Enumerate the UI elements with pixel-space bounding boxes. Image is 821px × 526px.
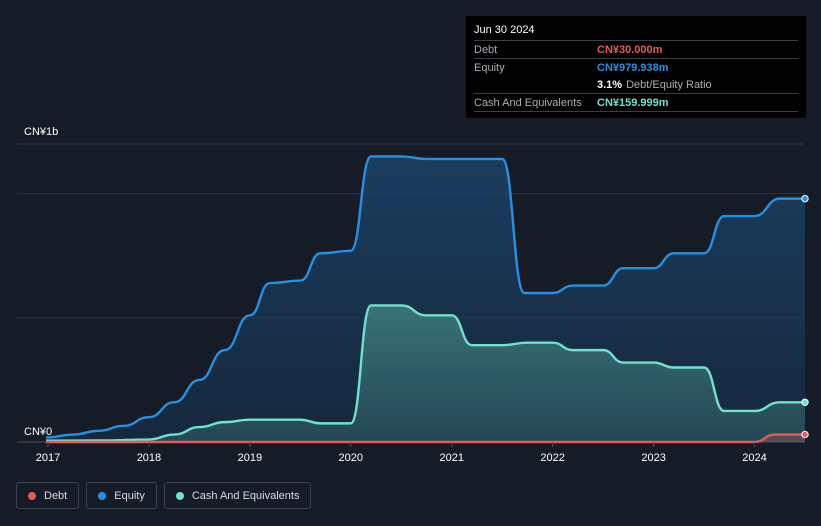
tooltip-ratio-value: 3.1%	[597, 78, 623, 91]
y-axis-bottom-label: CN¥0	[24, 426, 52, 438]
debt-end-marker	[801, 430, 809, 439]
cash-area	[45, 305, 806, 442]
tooltip-debt-label: Debt	[474, 43, 498, 56]
series-lines	[45, 155, 805, 444]
tooltip-cash-label: Cash And Equivalents	[474, 96, 582, 109]
series-end-markers	[801, 194, 809, 439]
tooltip-date: Jun 30 2024	[474, 24, 535, 36]
tooltip-debt-row: Debt CN¥30.000m	[474, 40, 798, 58]
y-axis-top-label: CN¥1b	[24, 126, 58, 138]
x-tick-label-2020: 2020	[339, 452, 363, 464]
x-tick-label-2024: 2024	[742, 452, 766, 464]
tooltip-debt-value: CN¥30.000m	[597, 43, 663, 56]
equity-end-marker	[801, 194, 809, 203]
debt-line	[45, 433, 805, 444]
chart-legend: Debt Equity Cash And Equivalents	[16, 482, 318, 509]
tooltip-equity-value: CN¥979.938m	[597, 61, 669, 74]
tooltip-cash-value: CN¥159.999m	[597, 96, 669, 109]
legend-cash-label: Cash And Equivalents	[191, 489, 300, 502]
legend-debt-label: Debt	[44, 489, 68, 502]
cash-dot-icon	[175, 491, 184, 500]
equity-line	[45, 155, 805, 439]
cash-end-marker	[801, 398, 809, 406]
legend-equity-label: Equity	[114, 489, 145, 502]
x-tick-label-2018: 2018	[137, 452, 161, 464]
tooltip-equity-label: Equity	[474, 61, 505, 74]
x-tick-label-2017: 2017	[36, 452, 60, 464]
tooltip-cash-row: Cash And Equivalents CN¥159.999m	[474, 93, 798, 112]
x-tick-label-2023: 2023	[641, 452, 665, 464]
tooltip-ratio-row: 3.1% Debt/Equity Ratio	[474, 76, 798, 93]
data-tooltip: Jun 30 2024 Debt CN¥30.000m Equity CN¥97…	[466, 16, 806, 118]
x-tick-label-2021: 2021	[439, 452, 463, 464]
tooltip-ratio-label: Debt/Equity Ratio	[626, 78, 712, 91]
axis-labels: CN¥1b CN¥0 2017 2018 2019 2020 2021 2022 2023 2…	[24, 126, 767, 464]
series-areas	[45, 156, 806, 442]
legend-item-debt[interactable]: Debt	[16, 482, 80, 509]
cash-line	[45, 304, 805, 442]
equity-dot-icon	[98, 491, 107, 500]
tooltip-equity-row: Equity CN¥979.938m	[474, 58, 798, 76]
x-tick-label-2022: 2022	[540, 452, 564, 464]
x-tick-label-2019: 2019	[238, 452, 262, 464]
legend-item-equity[interactable]: Equity	[86, 482, 157, 509]
legend-item-cash[interactable]: Cash And Equivalents	[163, 482, 312, 509]
debt-dot-icon	[28, 491, 36, 500]
